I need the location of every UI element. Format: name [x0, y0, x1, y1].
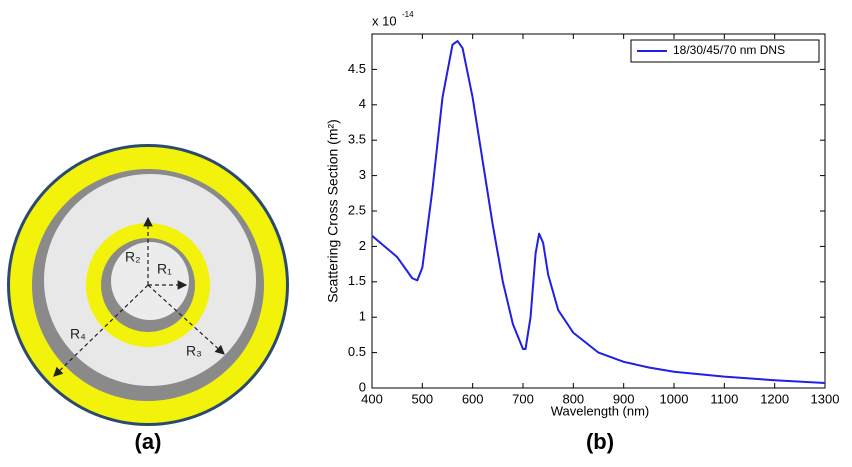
plot-area	[371, 33, 826, 389]
x-tick-label: 1000	[660, 391, 689, 406]
x-tick-label: 1200	[760, 391, 789, 406]
shell-diagram: R₁ R₂ R₃ R₄	[7, 144, 289, 426]
y-tick-label: 2	[359, 238, 366, 253]
legend-label: 18/30/45/70 nm DNS	[673, 43, 785, 57]
panel-label: (b)	[586, 429, 614, 454]
x-tick-label: 400	[361, 391, 383, 406]
y-tick-label: 3	[359, 167, 366, 182]
x-tick-label: 600	[462, 391, 484, 406]
y-tick-label: 2.5	[348, 202, 366, 217]
y-tick-label: 0	[359, 379, 366, 394]
y-tick-label: 4.5	[348, 61, 366, 76]
y-tick-label: 1	[359, 309, 366, 324]
label-r3: R₃	[186, 343, 202, 359]
y-tick-label: 4	[359, 96, 366, 111]
x-axis-label: Wavelength (nm)	[551, 403, 650, 418]
x-tick-label: 500	[411, 391, 433, 406]
x-tick-label: 900	[613, 391, 635, 406]
x-tick-label: 1300	[811, 391, 840, 406]
y-tick-label: 0.5	[348, 344, 366, 359]
radius-arrows	[53, 216, 225, 377]
x-tick-label: 1100	[710, 391, 738, 406]
y-tick-label: 1.5	[348, 273, 366, 288]
legend	[630, 39, 820, 63]
y-multiplier-exponent: -14	[402, 10, 414, 19]
label-r4: R₄	[70, 326, 86, 342]
arrow-r3	[147, 284, 225, 355]
y-multiplier: x 10	[372, 13, 397, 28]
arrow-r4	[53, 284, 149, 377]
x-tick-label: 700	[512, 391, 534, 406]
panel-label: (a)	[135, 429, 162, 454]
label-r1: R₁	[157, 261, 172, 277]
data-line	[371, 40, 826, 385]
x-tick-label: 800	[562, 391, 584, 406]
y-axis-label: Scattering Cross Section (m²)	[325, 119, 341, 303]
label-r2: R₂	[125, 249, 141, 265]
y-tick-label: 3.5	[348, 132, 366, 147]
core	[111, 242, 189, 320]
